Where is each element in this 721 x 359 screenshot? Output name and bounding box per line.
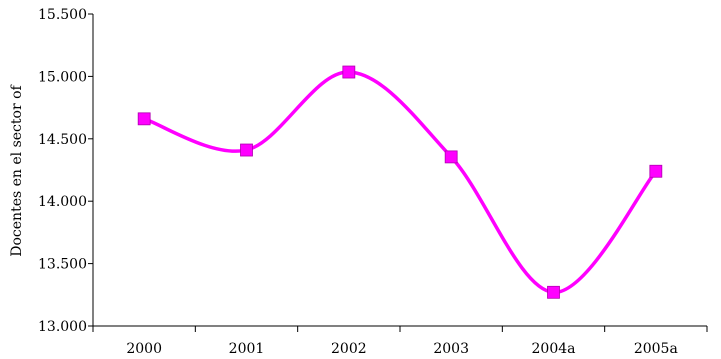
x-tick-label: 2004a (532, 341, 576, 357)
data-point-marker (444, 150, 458, 164)
data-point-marker (137, 112, 151, 126)
series-markers (137, 65, 663, 299)
x-tick-label: 2003 (433, 341, 469, 357)
data-point-marker (240, 143, 253, 157)
x-tick-label: 2005a (634, 341, 678, 357)
data-point-marker (342, 65, 356, 79)
y-tick-label: 14.500 (38, 132, 87, 148)
y-tick-label: 13.000 (38, 319, 87, 335)
x-tick-label: 2001 (229, 341, 265, 357)
series-line (142, 70, 658, 295)
y-tick-label: 15.500 (38, 7, 87, 23)
x-tick-label: 2002 (331, 341, 367, 357)
y-tick-label: 15.000 (38, 69, 87, 85)
y-axis-title: Docentes en el sector of (9, 83, 25, 256)
tick-labels: 13.000 13.500 14.000 14.500 15.000 15.500 2000… (38, 7, 678, 357)
axes (88, 13, 708, 332)
data-point-marker (547, 285, 560, 299)
y-tick-label: 13.500 (38, 257, 87, 273)
x-tick-label: 2000 (126, 341, 162, 357)
y-tick-label: 14.000 (38, 194, 87, 210)
data-point-marker (649, 164, 663, 178)
